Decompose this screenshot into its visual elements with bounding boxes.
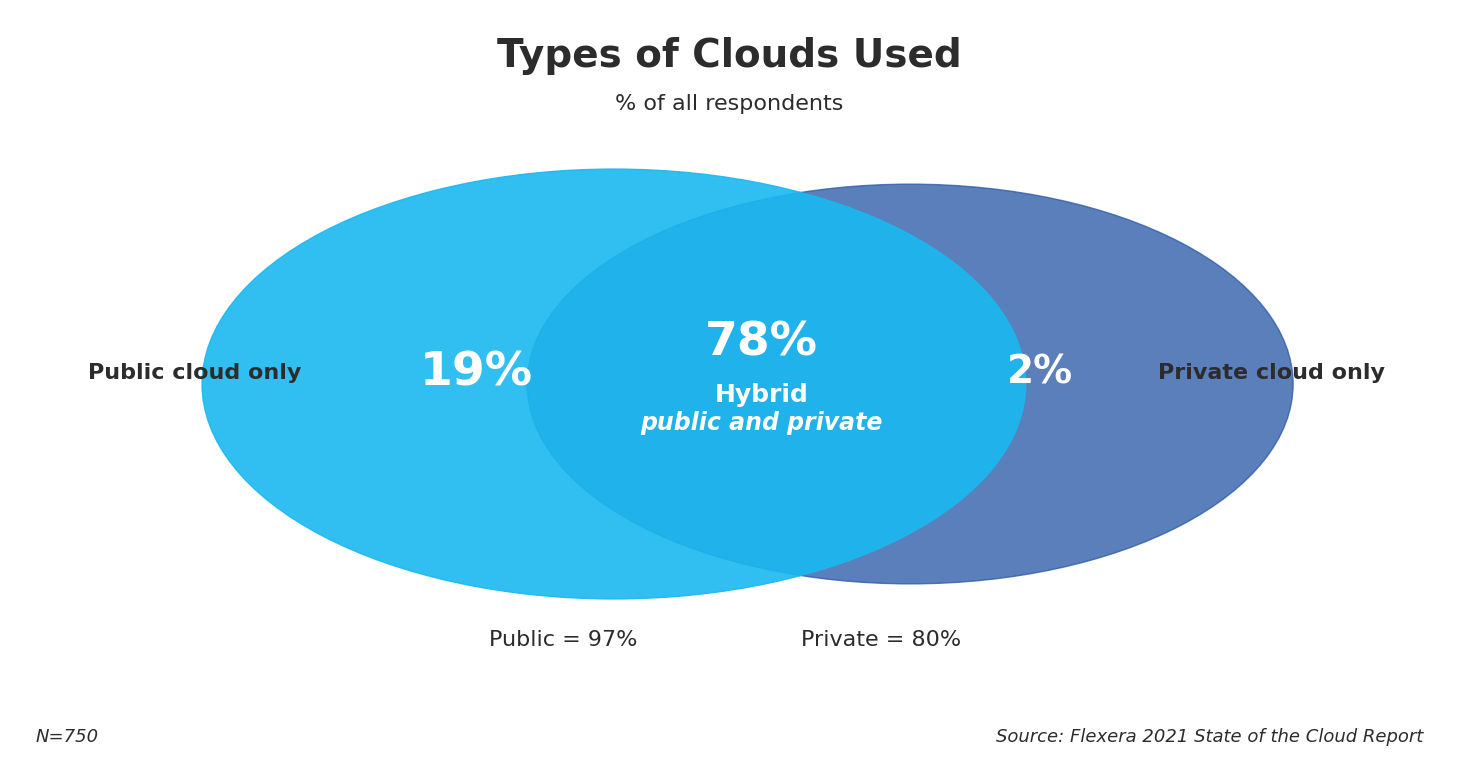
- Text: N=750: N=750: [36, 728, 99, 746]
- Text: 2%: 2%: [1007, 354, 1074, 392]
- Text: Public cloud only: Public cloud only: [88, 362, 302, 382]
- Text: Types of Clouds Used: Types of Clouds Used: [498, 37, 961, 75]
- Circle shape: [201, 169, 1026, 599]
- Circle shape: [527, 184, 1293, 584]
- Text: 19%: 19%: [420, 350, 533, 396]
- Text: Private = 80%: Private = 80%: [801, 631, 961, 650]
- Text: Private cloud only: Private cloud only: [1158, 362, 1385, 382]
- Text: 78%: 78%: [705, 320, 818, 365]
- Text: public and private: public and private: [641, 411, 883, 435]
- Text: Public = 97%: Public = 97%: [489, 631, 638, 650]
- Text: Source: Flexera 2021 State of the Cloud Report: Source: Flexera 2021 State of the Cloud …: [996, 728, 1423, 746]
- Text: Hybrid: Hybrid: [715, 383, 808, 407]
- Text: % of all respondents: % of all respondents: [616, 94, 843, 114]
